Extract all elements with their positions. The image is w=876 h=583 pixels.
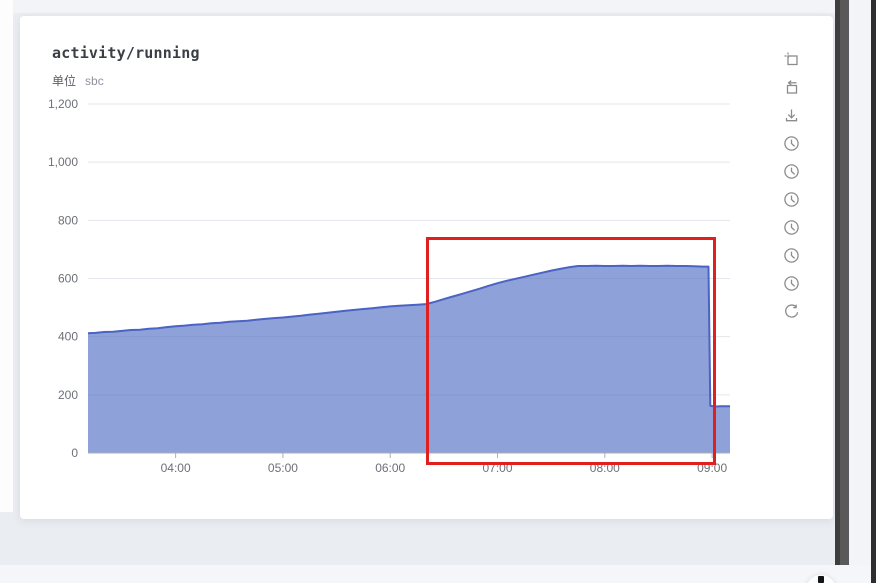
outer-background-column — [849, 0, 871, 583]
svg-text:05:00: 05:00 — [268, 461, 298, 475]
time-range-icon-5[interactable] — [783, 247, 800, 264]
svg-text:09:00: 09:00 — [697, 461, 727, 475]
scrollbar-thumb[interactable] — [840, 0, 849, 565]
time-range-icon-3[interactable] — [783, 191, 800, 208]
svg-text:600: 600 — [58, 272, 78, 286]
chart-card: activity/running 单位 sbc 04:00 05:00 06:00 07… — [20, 16, 833, 519]
area-chart[interactable]: 04:00 05:00 06:00 07:00 08:00 09:00 0 200 400 600… — [20, 16, 833, 519]
unit-label: 单位 — [52, 74, 77, 88]
adjacent-card-edge — [0, 0, 13, 512]
svg-text:04:00: 04:00 — [161, 461, 191, 475]
window-scrollbar — [835, 0, 849, 565]
time-range-icon-1[interactable] — [783, 135, 800, 152]
cursor-artifact — [818, 576, 824, 583]
page-top-strip — [0, 0, 876, 13]
svg-text:1,200: 1,200 — [48, 97, 78, 111]
svg-text:08:00: 08:00 — [590, 461, 620, 475]
refresh-icon[interactable] — [783, 303, 800, 320]
svg-text:800: 800 — [58, 213, 78, 227]
save-image-icon[interactable] — [783, 107, 800, 124]
time-range-icon-6[interactable] — [783, 275, 800, 292]
time-range-icon-2[interactable] — [783, 163, 800, 180]
unit-value: sbc — [85, 74, 104, 88]
chart-title: activity/running — [52, 44, 200, 62]
unit-row: 单位 sbc — [52, 72, 104, 89]
svg-text:06:00: 06:00 — [375, 461, 405, 475]
time-range-icon-4[interactable] — [783, 219, 800, 236]
svg-text:07:00: 07:00 — [483, 461, 513, 475]
window-edge — [871, 0, 876, 583]
page-bottom-strip — [0, 565, 871, 583]
chart-toolbar — [783, 51, 800, 320]
svg-text:1,000: 1,000 — [48, 155, 78, 169]
area-zoom-icon[interactable] — [783, 51, 800, 68]
svg-text:0: 0 — [71, 446, 78, 460]
svg-text:400: 400 — [58, 330, 78, 344]
zoom-reset-icon[interactable] — [783, 79, 800, 96]
svg-text:200: 200 — [58, 388, 78, 402]
